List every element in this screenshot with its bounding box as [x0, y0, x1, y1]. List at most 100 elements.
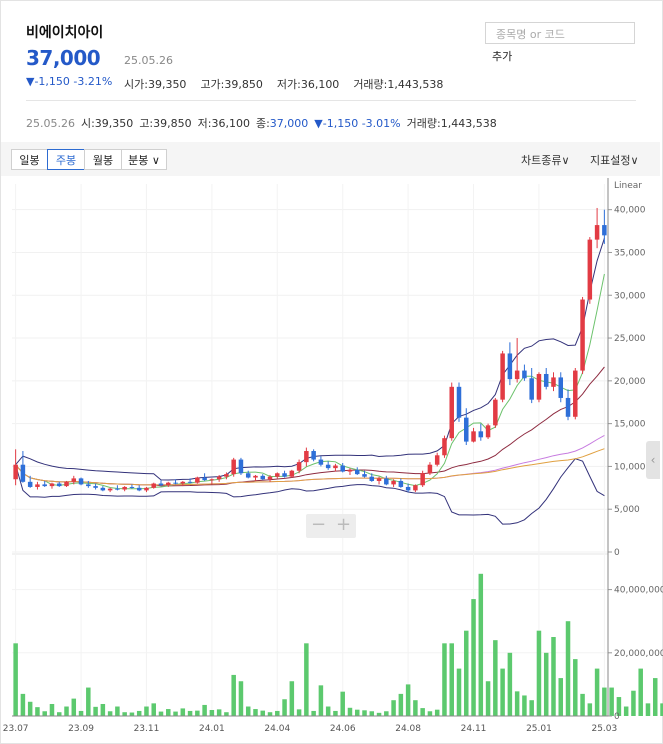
volume-bar — [594, 668, 600, 716]
volume-bar — [282, 699, 287, 716]
volume-bar — [238, 681, 244, 716]
stock-search-box — [485, 22, 638, 45]
volume-bar — [64, 706, 69, 716]
chart-type-menu[interactable]: 차트종류∨ — [521, 154, 570, 167]
volume-series — [13, 573, 663, 716]
candle-body — [420, 473, 425, 486]
volume-bar — [464, 630, 469, 716]
volume-bar — [216, 709, 222, 716]
volume-bar — [122, 712, 127, 716]
candle-body — [180, 481, 186, 484]
volume-bar — [420, 708, 425, 716]
zoom-out-button[interactable]: − — [310, 514, 327, 535]
volume-bar — [500, 668, 505, 716]
candlestick-series — [13, 207, 607, 493]
candle-body — [405, 486, 411, 491]
candle-body — [594, 225, 600, 240]
candle-body — [78, 478, 84, 485]
chart-grid — [12, 184, 608, 717]
zoom-in-button[interactable]: + — [335, 514, 352, 535]
volume-bar — [209, 709, 215, 716]
volume-bar — [296, 709, 302, 716]
candle-body — [551, 377, 556, 387]
candle-body — [485, 425, 491, 438]
volume-bar — [129, 712, 135, 716]
tab-minute[interactable]: 분봉 ∨ — [121, 149, 167, 170]
candle-body — [318, 459, 324, 465]
tab-daily[interactable]: 일봉 — [11, 149, 48, 170]
candle-body — [434, 455, 440, 465]
candle-body — [20, 464, 26, 482]
volume-bar — [427, 711, 433, 716]
volume-bar — [456, 668, 462, 716]
volume-bar — [507, 652, 513, 716]
candle-body — [325, 464, 331, 469]
candle-body — [529, 378, 534, 400]
volume-bar — [78, 710, 84, 716]
tab-weekly[interactable]: 주봉 — [47, 149, 85, 170]
x-tick-label: 24.01 — [199, 724, 225, 734]
ohlc-close-label: 종: — [255, 117, 270, 130]
add-button[interactable]: 추가 — [492, 50, 513, 63]
volume-bar — [587, 703, 593, 716]
candle-body — [86, 484, 91, 487]
candle-body — [173, 482, 178, 484]
candle-body — [536, 373, 542, 400]
volume-bar — [27, 701, 33, 716]
volume-bar — [485, 681, 491, 716]
tab-monthly[interactable]: 월봉 — [84, 149, 122, 170]
candle-body — [35, 484, 40, 487]
volume-bar — [42, 711, 47, 716]
volume-bar — [413, 700, 418, 716]
x-tick-label: 23.07 — [3, 724, 29, 734]
price-tick-label: 30,000 — [614, 291, 646, 301]
volume-bar — [86, 687, 91, 716]
price-tick-label: 15,000 — [614, 420, 646, 430]
price-tick-label: 35,000 — [614, 248, 646, 258]
volume-bar — [645, 703, 651, 716]
collapse-panel-handle[interactable]: ‹ — [646, 441, 660, 479]
candle-body — [478, 431, 484, 438]
volume-bar — [391, 700, 396, 716]
volume-bar — [260, 710, 266, 716]
candle-body — [442, 438, 447, 456]
candle-body — [107, 488, 113, 491]
volume-bar — [202, 704, 207, 716]
volume-bar — [144, 706, 149, 716]
volume-bar — [449, 643, 454, 716]
volume-bar — [565, 621, 571, 716]
candle-body — [362, 474, 367, 477]
x-tick-label: 23.11 — [134, 724, 160, 734]
volume-bar — [136, 710, 142, 716]
ohlc-close: 37,000 — [269, 117, 309, 130]
candle-body — [602, 225, 607, 236]
volume-tick-label: 40,000,000 — [614, 586, 663, 596]
volume-bar — [405, 684, 411, 716]
candle-body — [522, 370, 527, 379]
x-tick-label: 25.03 — [591, 724, 617, 734]
x-tick-label: 24.04 — [264, 724, 290, 734]
ma120-line — [15, 448, 605, 486]
candle-body — [224, 474, 229, 477]
candle-body — [391, 480, 396, 485]
volume-bar — [187, 710, 193, 716]
volume-bar — [652, 678, 658, 716]
candle-body — [158, 483, 164, 486]
x-tick-label: 25.01 — [526, 724, 552, 734]
candle-body — [500, 353, 505, 400]
volume-bar — [384, 711, 389, 716]
candle-body — [282, 473, 287, 477]
volume-bar — [602, 687, 607, 716]
candle-body — [122, 486, 127, 490]
volume-bar — [580, 693, 585, 716]
candle-body — [347, 469, 353, 472]
candle-body — [558, 377, 564, 398]
chart-axes: 0 5,000 10,000 15,000 20,000 25,000 30,000 35,0… — [3, 178, 663, 734]
candle-body — [340, 465, 345, 472]
candle-body — [49, 483, 55, 487]
ohlc-open: 시:39,350 — [80, 117, 134, 130]
volume-tick-label: 20,000,000 — [614, 649, 663, 659]
stock-search-input[interactable] — [494, 24, 638, 45]
indicator-settings-menu[interactable]: 지표설정∨ — [590, 154, 639, 167]
ohlc-change: ▼-1,150 -3.01% — [314, 117, 401, 130]
